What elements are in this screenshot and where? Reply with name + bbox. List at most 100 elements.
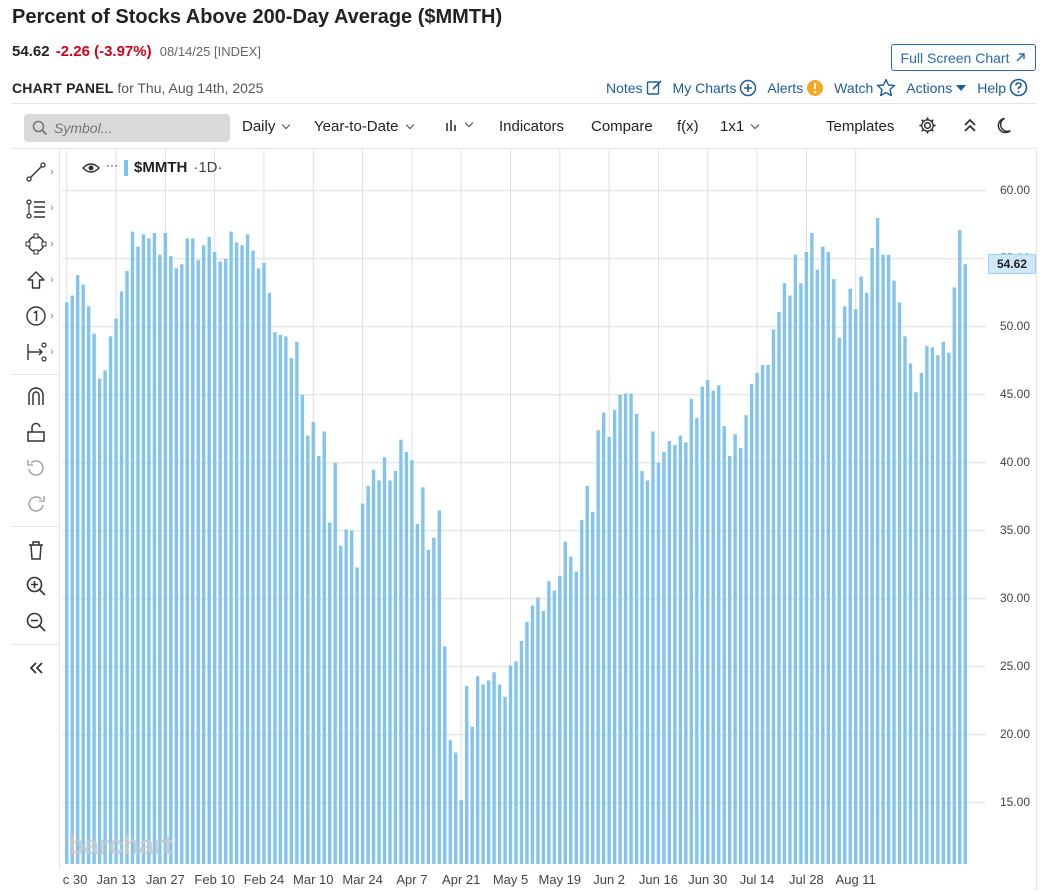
bar[interactable] xyxy=(251,250,255,864)
range-dropdown[interactable]: Year-to-Date xyxy=(314,118,414,135)
lock-tool[interactable] xyxy=(22,418,50,446)
notes-link[interactable]: Notes xyxy=(606,79,663,96)
bar[interactable] xyxy=(97,378,102,864)
collapse-toolbar-button[interactable] xyxy=(962,116,978,134)
bar[interactable] xyxy=(804,252,809,864)
bar[interactable] xyxy=(404,451,409,864)
bar[interactable] xyxy=(344,529,348,864)
bar[interactable] xyxy=(848,288,852,864)
settings-button[interactable] xyxy=(918,116,937,135)
bar[interactable] xyxy=(541,611,546,864)
dark-mode-toggle[interactable] xyxy=(997,116,1016,135)
bar[interactable] xyxy=(601,412,606,864)
bar[interactable] xyxy=(958,230,962,864)
full-screen-chart-button[interactable]: Full Screen Chart xyxy=(891,44,1036,71)
magnet-tool[interactable] xyxy=(22,382,50,410)
bar[interactable] xyxy=(656,462,661,864)
bar[interactable] xyxy=(727,456,732,864)
bar[interactable] xyxy=(410,460,414,864)
bar[interactable] xyxy=(218,261,222,864)
bar[interactable] xyxy=(717,385,721,864)
bar[interactable] xyxy=(678,435,683,864)
zoom-out-button[interactable] xyxy=(22,608,50,636)
bar[interactable] xyxy=(191,238,195,864)
bar[interactable] xyxy=(547,581,551,864)
bar[interactable] xyxy=(256,268,261,864)
bar[interactable] xyxy=(108,336,113,864)
bar[interactable] xyxy=(684,442,688,864)
bar[interactable] xyxy=(897,302,902,864)
line-tool[interactable]: › xyxy=(22,158,54,186)
bar[interactable] xyxy=(574,571,578,864)
bar[interactable] xyxy=(914,392,918,864)
bar[interactable] xyxy=(733,434,737,864)
collapse-sidebar-button[interactable] xyxy=(22,654,50,682)
bar[interactable] xyxy=(371,469,376,864)
bar[interactable] xyxy=(415,524,420,864)
bar[interactable] xyxy=(65,302,69,864)
arrow-tool[interactable]: › xyxy=(22,266,54,294)
bar[interactable] xyxy=(158,254,162,864)
bar[interactable] xyxy=(70,295,74,864)
bar[interactable] xyxy=(311,422,315,864)
bar[interactable] xyxy=(788,295,792,864)
bar[interactable] xyxy=(782,283,787,864)
bar[interactable] xyxy=(103,370,107,864)
bar[interactable] xyxy=(306,435,310,864)
bar[interactable] xyxy=(563,541,568,864)
bar[interactable] xyxy=(569,556,573,864)
bar[interactable] xyxy=(952,287,956,864)
bar[interactable] xyxy=(738,447,743,864)
bar[interactable] xyxy=(273,332,277,864)
bar[interactable] xyxy=(377,480,381,864)
bar[interactable] xyxy=(443,646,447,864)
bar[interactable] xyxy=(618,394,622,864)
bar[interactable] xyxy=(864,292,869,864)
bar[interactable] xyxy=(267,292,272,864)
bar[interactable] xyxy=(859,276,863,864)
bar[interactable] xyxy=(119,291,124,864)
bar[interactable] xyxy=(114,318,118,864)
bar[interactable] xyxy=(147,238,151,864)
bar[interactable] xyxy=(580,519,584,864)
bar[interactable] xyxy=(919,373,924,864)
alerts-link[interactable]: Alerts xyxy=(767,79,824,97)
bar[interactable] xyxy=(585,485,589,864)
layout-dropdown[interactable]: 1x1 xyxy=(720,118,760,135)
bar[interactable] xyxy=(289,358,294,864)
bar[interactable] xyxy=(169,256,173,864)
bar[interactable] xyxy=(180,264,184,864)
watch-link[interactable]: Watch xyxy=(834,78,896,97)
bar[interactable] xyxy=(629,393,633,864)
bar[interactable] xyxy=(426,549,431,864)
bar[interactable] xyxy=(152,232,157,864)
bar[interactable] xyxy=(207,237,211,864)
bar[interactable] xyxy=(695,417,699,864)
price-chart[interactable] xyxy=(62,150,986,864)
bar[interactable] xyxy=(925,345,929,864)
shape-tool[interactable]: › xyxy=(22,230,54,258)
bar[interactable] xyxy=(607,436,611,864)
redo-button[interactable] xyxy=(22,490,50,518)
bar[interactable] xyxy=(432,537,436,864)
bar[interactable] xyxy=(355,567,359,864)
bar[interactable] xyxy=(278,334,283,864)
bar[interactable] xyxy=(689,398,694,864)
bar[interactable] xyxy=(640,470,644,864)
bar[interactable] xyxy=(760,364,765,864)
bar[interactable] xyxy=(881,254,885,864)
bar[interactable] xyxy=(591,511,595,864)
bar[interactable] xyxy=(382,457,387,864)
bar[interactable] xyxy=(892,280,896,864)
bar[interactable] xyxy=(749,383,754,864)
bar[interactable] xyxy=(941,341,946,864)
bar[interactable] xyxy=(908,363,913,864)
indicators-button[interactable]: Indicators xyxy=(499,118,564,135)
bar[interactable] xyxy=(503,696,507,864)
zoom-in-button[interactable] xyxy=(22,572,50,600)
my-charts-link[interactable]: My Charts xyxy=(673,79,758,97)
bar[interactable] xyxy=(612,409,617,864)
bar[interactable] xyxy=(481,684,485,864)
function-button[interactable]: f(x) xyxy=(677,118,699,135)
bar[interactable] xyxy=(333,462,337,864)
